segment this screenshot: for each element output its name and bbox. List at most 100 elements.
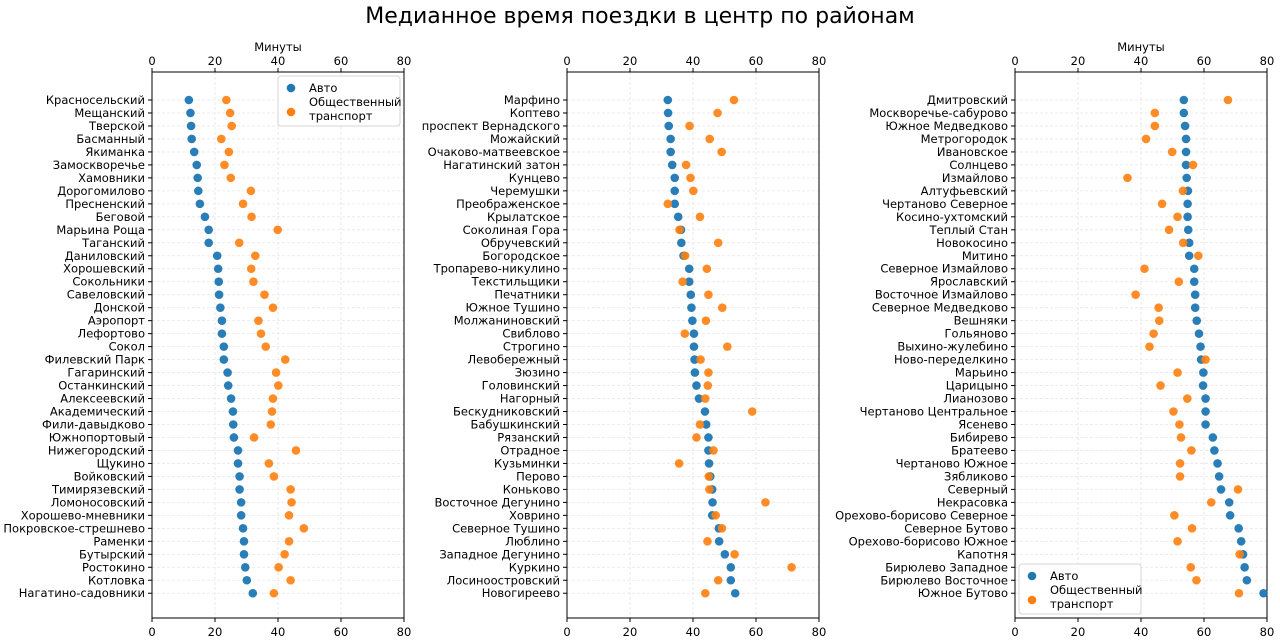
point-auto [1259, 588, 1268, 598]
category-label: Орехово-борисово Северное [835, 508, 1008, 522]
point-auto [219, 355, 229, 364]
category-label: Южное Бутово [918, 586, 1008, 600]
point-public [717, 303, 727, 312]
category-label: Метрогородок [921, 132, 1008, 146]
point-public [747, 407, 757, 416]
point-auto [1201, 407, 1210, 416]
point-public [704, 290, 713, 300]
category-label: Бескудниковский [453, 405, 560, 419]
point-auto [663, 95, 673, 105]
point-public [227, 121, 236, 131]
category-label: Кузьминки [494, 456, 560, 470]
point-public [705, 134, 714, 144]
category-label: Савеловский [67, 288, 145, 302]
point-public [1186, 562, 1196, 572]
point-auto [1194, 329, 1204, 338]
point-public [1123, 173, 1132, 183]
point-public [1234, 588, 1244, 598]
point-public [247, 212, 256, 222]
category-label: Щукино [97, 456, 145, 470]
point-public [256, 329, 266, 338]
point-public [1150, 121, 1160, 131]
point-public [222, 95, 231, 105]
x-tick-label-top: 0 [1011, 54, 1018, 68]
category-label: Бабушкинский [470, 418, 560, 432]
point-public [686, 173, 695, 183]
point-public [689, 186, 698, 196]
point-public [705, 485, 714, 494]
point-public [246, 186, 256, 196]
point-auto [1242, 575, 1252, 585]
category-label: Бибирево [950, 430, 1008, 444]
point-public [1173, 537, 1182, 546]
point-public [271, 368, 281, 377]
point-auto [240, 562, 250, 572]
point-auto [670, 173, 680, 183]
point-public [675, 225, 684, 235]
category-label: Черемушки [490, 184, 560, 198]
point-public [286, 485, 295, 494]
point-public [268, 303, 278, 312]
category-label: Лосиноостровский [447, 573, 560, 587]
point-public [700, 588, 710, 598]
point-public [1187, 446, 1196, 455]
point-auto [187, 134, 196, 144]
point-public [1194, 251, 1203, 261]
point-auto [195, 199, 205, 209]
point-auto [666, 134, 675, 144]
chart-title: Медианное время поездки в центр по район… [365, 4, 915, 29]
x-tick-label-top: 0 [563, 54, 570, 68]
point-auto [186, 121, 196, 131]
point-public [267, 407, 277, 416]
point-auto [193, 173, 202, 183]
point-public [1145, 342, 1154, 351]
category-label: Очаково-матвеевское [428, 145, 560, 159]
point-auto [670, 186, 680, 196]
point-auto [1190, 290, 1200, 300]
category-label: Ясенево [958, 418, 1008, 432]
category-label: Некрасовка [937, 495, 1008, 509]
category-label: Молжаниновский [454, 314, 560, 328]
category-label: Вешняки [954, 314, 1008, 328]
category-label: Бирюлево Западное [885, 560, 1008, 574]
category-label: Басманный [76, 132, 145, 146]
category-label: Головинский [482, 379, 560, 393]
x-tick-label-bottom: 20 [208, 625, 223, 639]
category-label: Сокол [109, 340, 145, 354]
point-auto [214, 290, 224, 300]
point-auto [667, 160, 677, 170]
point-auto [708, 498, 717, 507]
category-label: Северный [948, 482, 1008, 496]
category-label: Крылатское [487, 210, 560, 224]
category-label: Бутырский [79, 547, 145, 561]
point-auto [726, 575, 736, 585]
category-label: Нижегородский [48, 443, 145, 457]
point-auto [223, 381, 233, 390]
legend-marker-auto [286, 83, 296, 93]
point-public [1141, 134, 1151, 144]
category-label: Строгино [503, 340, 560, 354]
point-auto [213, 264, 223, 274]
category-label: Коптево [510, 106, 560, 120]
legend-box [277, 75, 401, 127]
category-label: Академический [50, 405, 145, 419]
point-auto [1236, 537, 1246, 546]
point-public [685, 121, 694, 131]
point-auto [217, 316, 227, 325]
point-auto [1181, 160, 1191, 170]
x-tick-label-bottom: 60 [749, 625, 764, 639]
point-public [254, 316, 263, 325]
point-public [1149, 329, 1158, 338]
category-label: Лианозово [943, 392, 1008, 406]
point-public [678, 277, 687, 287]
point-auto [1198, 381, 1208, 390]
category-label: Войковский [74, 469, 145, 483]
x-tick-label-top: 40 [271, 54, 286, 68]
category-label: Ховрино [509, 508, 560, 522]
x-tick-label-bottom: 0 [148, 625, 155, 639]
point-public [703, 381, 713, 390]
point-auto [1225, 511, 1235, 520]
point-public [1178, 238, 1188, 248]
point-public [702, 264, 712, 274]
point-auto [235, 485, 244, 494]
